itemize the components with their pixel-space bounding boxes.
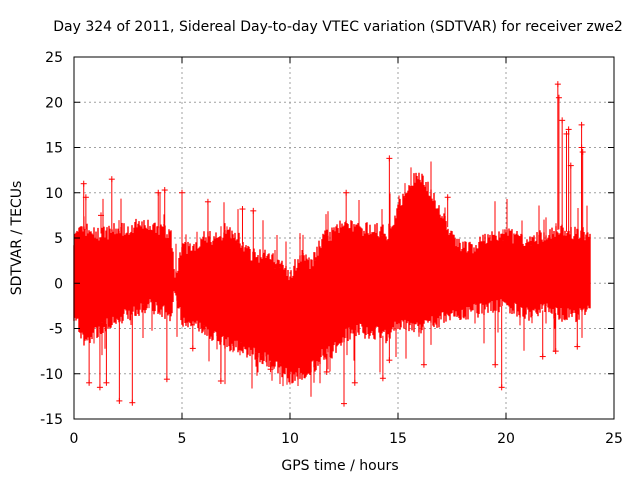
x-tick-label: 25 bbox=[605, 431, 623, 447]
data-point bbox=[129, 313, 136, 406]
data-point bbox=[239, 206, 246, 245]
x-tick-labels: 0 5 10 15 20 25 bbox=[70, 431, 623, 447]
x-tick-label: 20 bbox=[497, 431, 515, 447]
y-tick-label: 0 bbox=[54, 276, 63, 292]
x-tick-label: 0 bbox=[70, 431, 79, 447]
data-point bbox=[161, 187, 168, 231]
data-point bbox=[420, 326, 427, 368]
data-point bbox=[189, 323, 196, 352]
data-point bbox=[86, 338, 93, 386]
chart-title: Day 324 of 2011, Sidereal Day-to-day VTE… bbox=[53, 19, 623, 35]
data-point bbox=[163, 313, 170, 383]
data-point bbox=[579, 149, 586, 235]
data-point bbox=[96, 329, 103, 391]
x-axis-label: GPS time / hours bbox=[281, 458, 398, 474]
y-tick-label: -10 bbox=[40, 367, 63, 383]
data-point bbox=[351, 328, 358, 386]
data-point bbox=[323, 353, 330, 375]
data-point bbox=[498, 305, 505, 391]
y-tick-label: 10 bbox=[45, 186, 63, 202]
data-point bbox=[82, 194, 89, 230]
data-point bbox=[578, 144, 585, 234]
data-point bbox=[539, 310, 546, 360]
data-point bbox=[341, 337, 347, 407]
data-point bbox=[554, 81, 561, 230]
y-tick-labels: -15 -10 -5 0 5 10 15 20 25 bbox=[40, 50, 63, 428]
data-point bbox=[559, 117, 566, 230]
data-point bbox=[103, 323, 110, 386]
data-point bbox=[267, 361, 274, 373]
data-point bbox=[555, 94, 562, 230]
data-point bbox=[567, 162, 574, 234]
data-point bbox=[492, 305, 499, 368]
y-axis-label: SDTVAR / TECUs bbox=[9, 181, 25, 296]
data-point bbox=[552, 313, 559, 355]
data-point bbox=[250, 207, 257, 255]
y-tick-label: 20 bbox=[45, 95, 63, 111]
data-point bbox=[565, 126, 572, 233]
x-tick-label: 15 bbox=[389, 431, 407, 447]
y-tick-label: 5 bbox=[54, 231, 63, 247]
data-point bbox=[108, 176, 115, 232]
data-point bbox=[179, 189, 185, 248]
data-point bbox=[217, 340, 224, 384]
axis-ticks bbox=[73, 56, 615, 420]
data-point bbox=[386, 155, 393, 229]
x-tick-label: 10 bbox=[281, 431, 299, 447]
data-point bbox=[98, 212, 104, 234]
data-point bbox=[80, 180, 87, 230]
data-point bbox=[379, 335, 386, 382]
data-point bbox=[204, 198, 211, 238]
data-point bbox=[574, 314, 581, 350]
data-point bbox=[386, 334, 393, 364]
x-tick-label: 5 bbox=[178, 431, 187, 447]
y-tick-label: 25 bbox=[45, 50, 63, 66]
data-point bbox=[444, 194, 451, 228]
data-point bbox=[116, 318, 123, 404]
y-tick-label: 15 bbox=[45, 141, 63, 157]
data-point bbox=[343, 189, 350, 222]
data-point bbox=[563, 130, 570, 232]
y-tick-label: -15 bbox=[40, 412, 63, 428]
data-layer bbox=[73, 81, 591, 407]
data-point bbox=[155, 189, 162, 229]
y-tick-label: -5 bbox=[49, 322, 63, 338]
